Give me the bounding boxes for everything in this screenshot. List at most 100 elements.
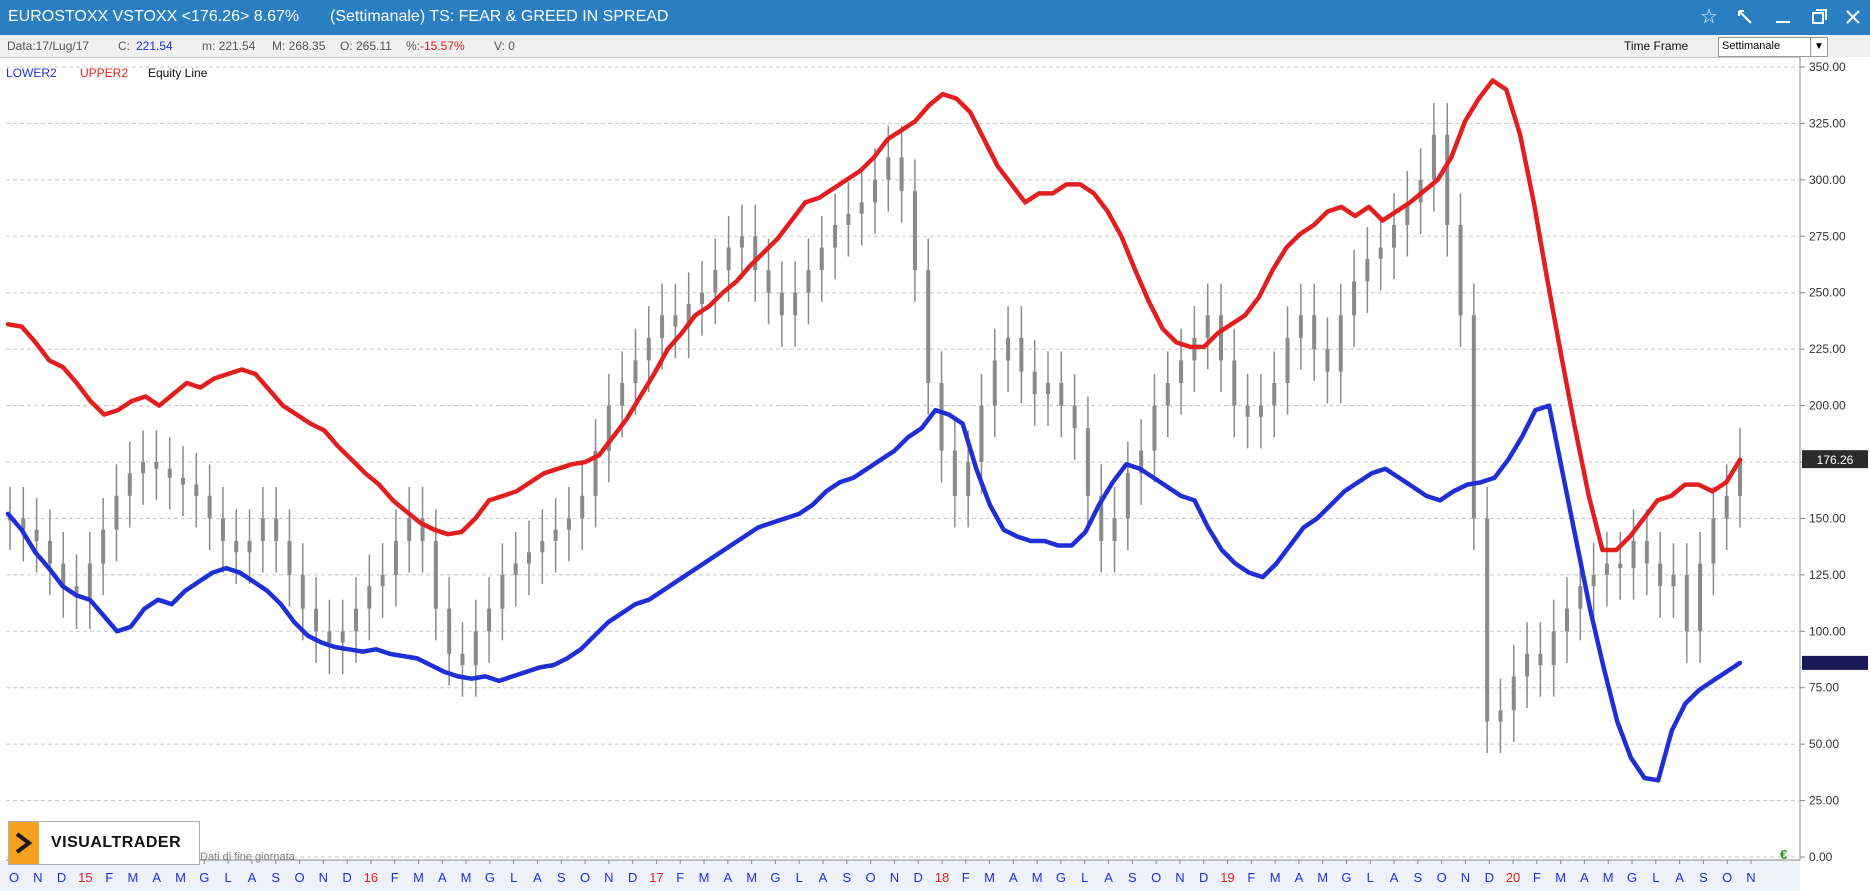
y-tick-label: 50.00 <box>1809 737 1839 751</box>
timeframe-value: Settimanale <box>1722 40 1781 52</box>
price-body <box>1671 574 1676 587</box>
maximize-icon[interactable] <box>1804 4 1834 30</box>
x-month-label: D <box>1199 870 1208 885</box>
price-body <box>1072 405 1077 429</box>
x-month-label: D <box>342 870 351 885</box>
close-icon[interactable] <box>1838 4 1868 30</box>
price-body <box>1565 608 1569 632</box>
price-body <box>1059 383 1064 406</box>
price-body <box>1338 315 1343 372</box>
legend-equity: Equity Line <box>148 66 208 80</box>
price-body <box>21 518 26 530</box>
price-chart[interactable]: 350.00325.00300.00275.00250.00225.00200.… <box>0 57 1870 891</box>
price-body <box>620 383 625 406</box>
pin-icon[interactable] <box>1730 4 1760 30</box>
price-body <box>327 631 332 643</box>
x-month-label: F <box>1533 870 1541 885</box>
x-month-label: L <box>1367 870 1374 885</box>
x-month-label: A <box>1009 870 1018 885</box>
price-body <box>1139 450 1144 474</box>
price-body <box>314 608 319 632</box>
price-body <box>1711 518 1716 564</box>
price-body <box>1205 315 1210 338</box>
price-body <box>766 270 771 293</box>
y-tick-label: 200.00 <box>1809 399 1846 413</box>
price-body <box>606 405 611 451</box>
x-month-label: S <box>842 870 851 885</box>
x-month-label: M <box>1317 870 1328 885</box>
last-price-badge <box>1802 450 1868 469</box>
price-body <box>354 608 358 632</box>
price-body <box>167 468 172 478</box>
x-month-label: M <box>1555 870 1566 885</box>
star-icon[interactable]: ☆ <box>1700 6 1718 28</box>
minimize-icon[interactable] <box>1768 4 1798 30</box>
price-body <box>1006 337 1011 361</box>
y-tick-label: 75.00 <box>1809 681 1839 695</box>
x-month-label: L <box>1081 870 1088 885</box>
y-tick-label: 100.00 <box>1809 624 1846 638</box>
price-body <box>992 360 997 406</box>
y-tick-label: 0.00 <box>1809 850 1833 864</box>
x-month-label: M <box>984 870 995 885</box>
y-tick-label: 125.00 <box>1809 568 1846 582</box>
x-month-label: N <box>1175 870 1184 885</box>
price-body <box>274 518 279 541</box>
y-axis-panel <box>1800 57 1870 891</box>
x-month-label: A <box>723 870 732 885</box>
price-body <box>1485 518 1490 722</box>
price-body <box>447 608 452 654</box>
series-line-lower2 <box>5 403 1743 783</box>
price-body <box>1258 405 1263 417</box>
x-month-label: N <box>1746 870 1755 885</box>
x-month-label: L <box>225 870 232 885</box>
x-month-label: A <box>819 870 828 885</box>
x-year-label: 15 <box>78 870 92 885</box>
timeframe-select[interactable]: Settimanale ▼ <box>1718 37 1828 57</box>
price-body <box>553 529 558 541</box>
x-month-label: G <box>770 870 780 885</box>
price-body <box>207 495 212 519</box>
price-body <box>1298 315 1303 338</box>
x-month-label: L <box>510 870 517 885</box>
x-month-label: G <box>485 870 495 885</box>
price-body <box>700 292 704 304</box>
info-min: m: 221.54 <box>202 39 256 53</box>
x-month-label: O <box>1151 870 1161 885</box>
x-month-label: L <box>1652 870 1659 885</box>
price-body <box>873 179 877 203</box>
price-body <box>367 586 372 609</box>
x-month-label: O <box>1437 870 1447 885</box>
info-pct-label: %: <box>406 39 421 53</box>
price-body <box>660 315 665 338</box>
x-month-label: A <box>533 870 542 885</box>
price-body <box>1445 134 1450 225</box>
price-body <box>380 574 385 587</box>
chevron-down-icon[interactable]: ▼ <box>1810 38 1827 56</box>
x-month-label: O <box>580 870 590 885</box>
x-month-label: L <box>796 870 803 885</box>
price-body <box>1046 383 1050 395</box>
price-body <box>952 450 957 496</box>
price-body <box>433 541 438 609</box>
x-year-label: 20 <box>1506 870 1520 885</box>
price-body <box>1219 315 1223 361</box>
legend-lower: LOWER2 <box>6 66 57 80</box>
x-month-label: G <box>1056 870 1066 885</box>
x-month-label: N <box>604 870 613 885</box>
series-line-upper2 <box>5 78 1743 553</box>
price-body <box>420 518 425 541</box>
price-body <box>966 462 971 496</box>
price-body <box>1179 360 1184 383</box>
x-month-label: M <box>1603 870 1614 885</box>
price-body <box>114 495 119 530</box>
timeframe-label: Time Frame <box>1624 39 1689 53</box>
price-body <box>1631 541 1636 569</box>
lower-band-badge <box>1802 655 1868 670</box>
price-body <box>1684 574 1689 632</box>
x-month-label: M <box>1032 870 1043 885</box>
price-body <box>1032 371 1037 395</box>
price-body <box>1658 563 1663 587</box>
price-body <box>1378 247 1383 259</box>
price-body <box>1698 563 1703 632</box>
